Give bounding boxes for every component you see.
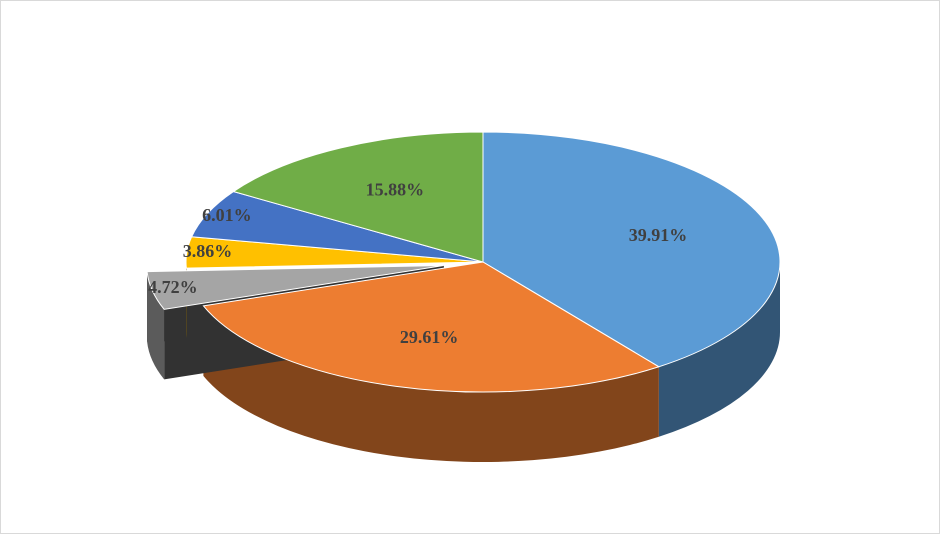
data-label: 6.01% bbox=[202, 205, 252, 225]
data-label: 15.88% bbox=[366, 179, 425, 199]
slice-tops bbox=[146, 131, 781, 393]
data-label: 39.91% bbox=[629, 225, 688, 245]
slice-side bbox=[203, 305, 659, 463]
slice bbox=[202, 261, 661, 393]
data-label: 4.72% bbox=[148, 277, 198, 297]
slice bbox=[482, 131, 781, 368]
data-label: 29.61% bbox=[400, 327, 459, 347]
slice-side bbox=[658, 262, 780, 437]
slice bbox=[146, 265, 444, 310]
slice bbox=[232, 131, 484, 263]
labels: 39.91% 29.61% 4.72% 3.86% 6.01% 15.88% bbox=[148, 179, 687, 347]
data-label: 3.86% bbox=[183, 241, 233, 261]
slice-side bbox=[147, 271, 165, 380]
